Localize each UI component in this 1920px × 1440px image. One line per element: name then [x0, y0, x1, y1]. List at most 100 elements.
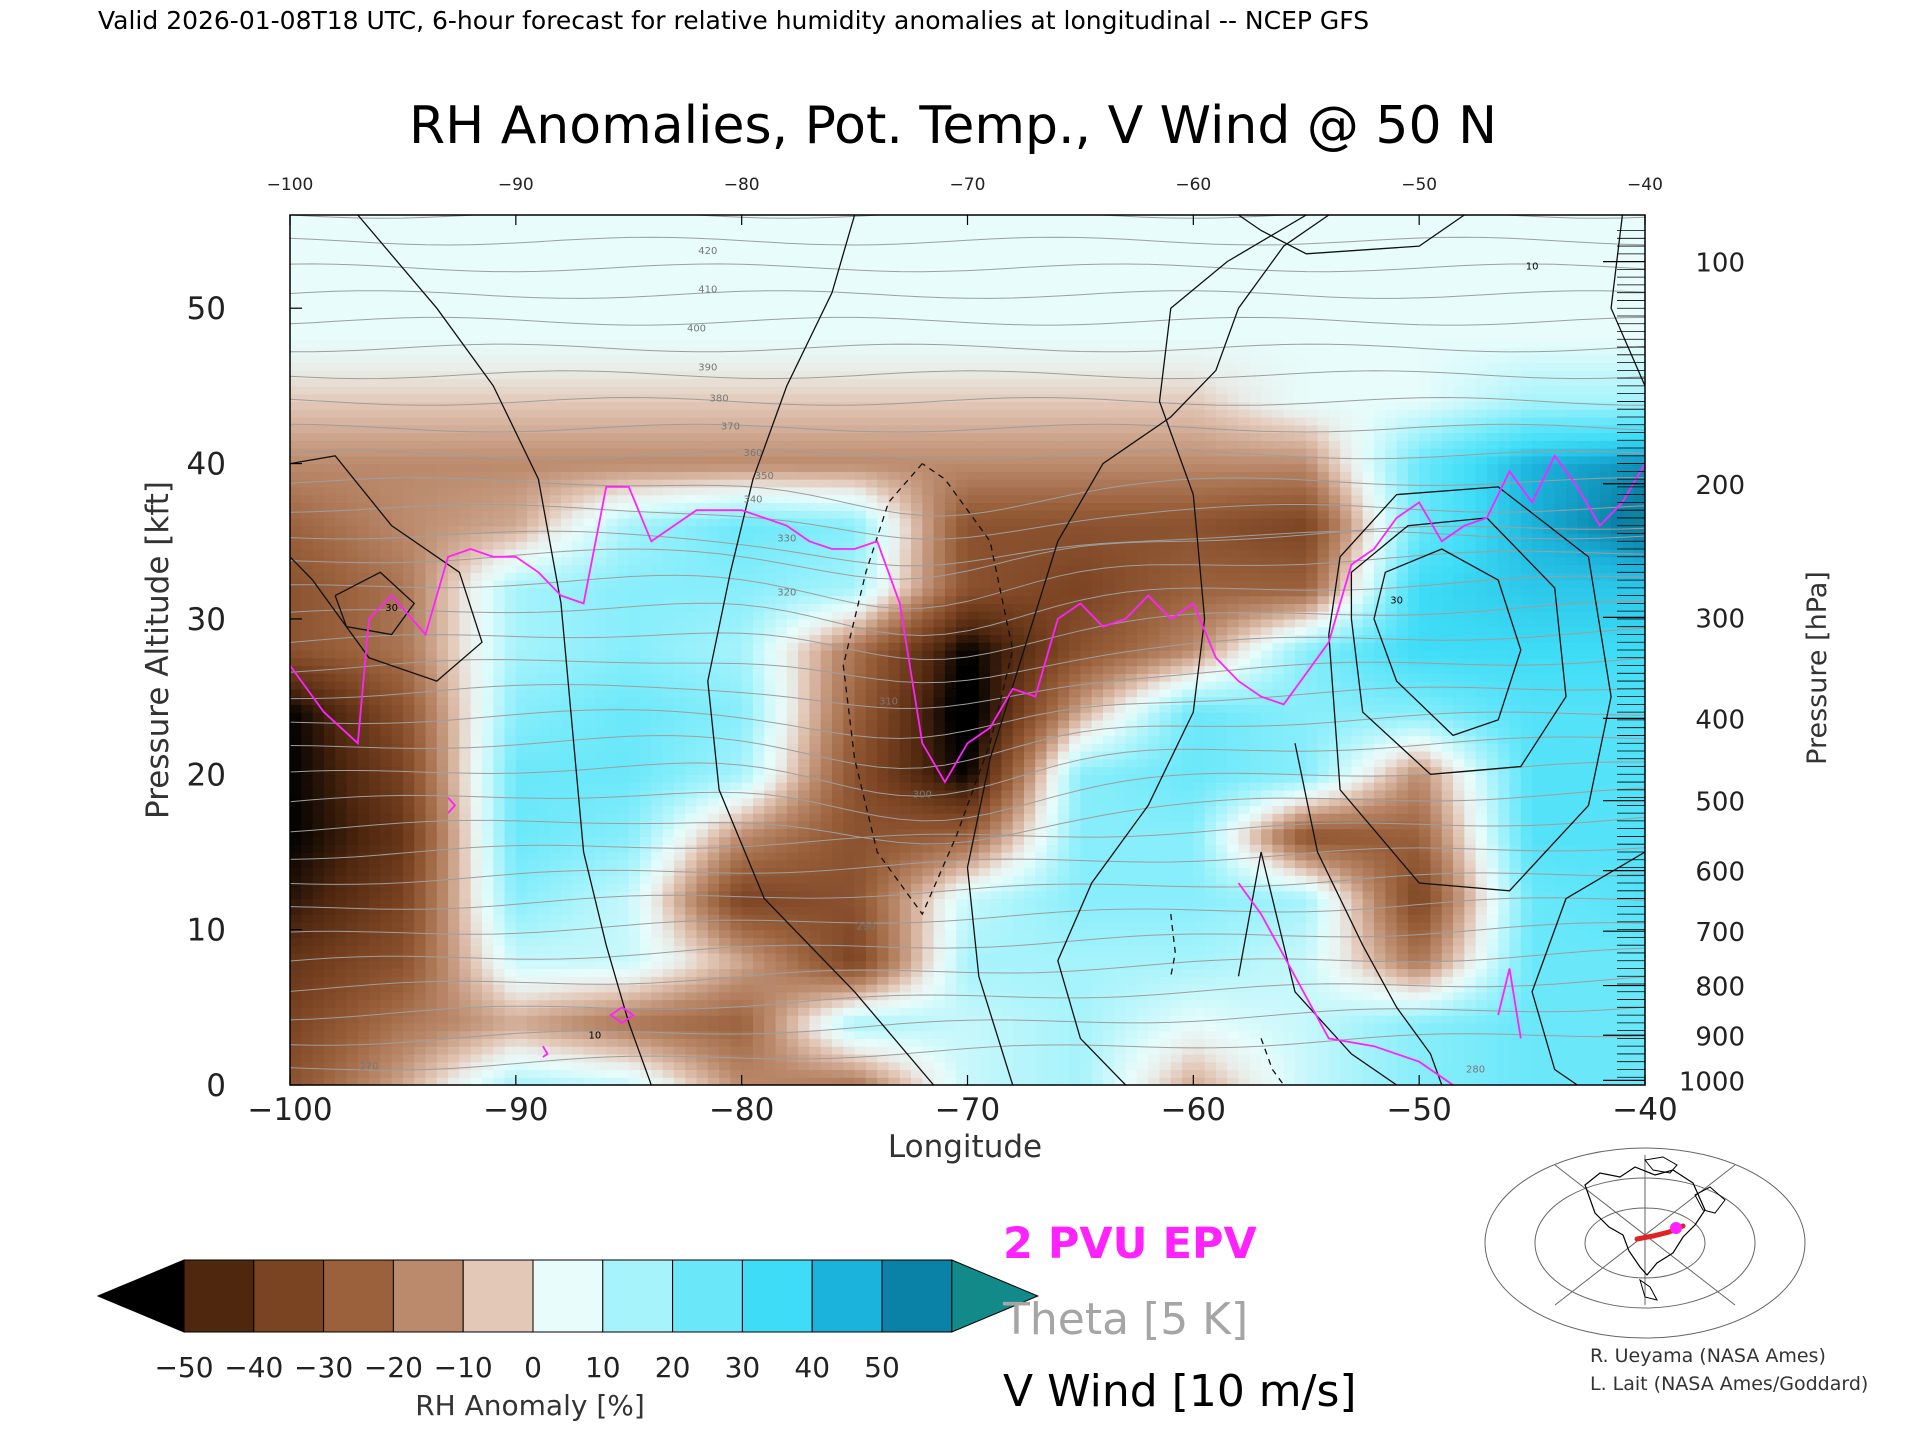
- rh-cell: [843, 945, 856, 954]
- rh-cell: [1125, 1077, 1138, 1085]
- rh-cell: [1148, 883, 1161, 892]
- rh-cell: [809, 797, 822, 806]
- rh-cell: [832, 883, 844, 892]
- rh-cell: [1261, 1015, 1273, 1024]
- rh-cell: [1486, 836, 1499, 845]
- rh-cell: [617, 820, 630, 830]
- rh-cell: [798, 758, 811, 768]
- rh-cell: [685, 1007, 698, 1016]
- rh-cell: [967, 1030, 980, 1039]
- rh-cell: [786, 1022, 799, 1032]
- rh-cell: [549, 1053, 562, 1063]
- rh-cell: [323, 952, 336, 962]
- rh-cell: [1136, 890, 1149, 900]
- rh-cell: [832, 774, 844, 783]
- rh-cell: [854, 929, 867, 939]
- rh-cell: [606, 813, 619, 822]
- rh-cell: [402, 883, 415, 892]
- rh-cell: [323, 921, 336, 931]
- rh-cell: [470, 984, 483, 993]
- rh-cell: [798, 766, 811, 775]
- rh-cell: [730, 797, 743, 806]
- rh-cell: [1577, 937, 1590, 946]
- rh-cell: [719, 844, 731, 853]
- rh-cell: [899, 844, 912, 853]
- rh-cell: [1520, 875, 1533, 884]
- rh-cell: [1103, 883, 1115, 892]
- rh-cell: [798, 797, 811, 806]
- rh-cell: [1035, 805, 1048, 814]
- rh-cell: [1294, 929, 1307, 939]
- rh-cell: [1520, 836, 1533, 845]
- rh-cell: [572, 851, 585, 861]
- rh-cell: [899, 805, 912, 814]
- rh-cell: [933, 929, 946, 939]
- rh-cell: [515, 758, 528, 768]
- rh-cell: [1136, 898, 1149, 907]
- rh-cell: [798, 851, 811, 861]
- rh-cell: [1611, 782, 1624, 791]
- rh-cell: [1114, 898, 1127, 907]
- rh-cell: [820, 945, 833, 954]
- rh-cell: [1035, 921, 1048, 931]
- rh-cell: [1430, 1030, 1443, 1039]
- rh-cell: [1170, 921, 1183, 931]
- rh-cell: [1261, 1077, 1273, 1085]
- rh-cell: [515, 828, 528, 838]
- rh-cell: [730, 789, 743, 799]
- rh-cell: [843, 1069, 856, 1078]
- rh-cell: [798, 937, 811, 946]
- rh-cell: [1125, 782, 1138, 791]
- rh-cell: [764, 813, 777, 822]
- rh-cell: [1611, 976, 1624, 985]
- rh-cell: [1407, 875, 1420, 884]
- rh-cell: [719, 805, 731, 814]
- rh-cell: [1215, 960, 1228, 970]
- rh-cell: [696, 960, 709, 970]
- rh-cell: [685, 820, 698, 830]
- rh-cell: [1283, 921, 1296, 931]
- rh-cell: [1554, 828, 1567, 838]
- rh-cell: [1532, 859, 1544, 869]
- rh-cell: [1622, 820, 1635, 830]
- rh-cell: [673, 1015, 686, 1024]
- rh-cell: [662, 828, 675, 838]
- rh-cell: [357, 1007, 370, 1016]
- rh-cell: [786, 766, 799, 775]
- rh-cell: [764, 1077, 777, 1085]
- rh-cell: [888, 828, 901, 838]
- rh-cell: [1023, 789, 1036, 799]
- rh-cell: [594, 999, 607, 1008]
- rh-cell: [719, 960, 731, 970]
- rh-cell: [707, 960, 720, 970]
- rh-cell: [933, 782, 946, 791]
- rh-cell: [1622, 1077, 1635, 1085]
- rh-cell: [911, 1038, 923, 1047]
- rh-cell: [448, 805, 460, 814]
- rh-cell: [436, 1061, 449, 1071]
- rh-cell: [290, 921, 302, 931]
- rh-cell: [843, 813, 856, 822]
- rh-cell: [1486, 820, 1499, 830]
- rh-cell: [1215, 991, 1228, 1001]
- rh-cell: [1035, 1046, 1048, 1055]
- rh-cell: [1069, 1007, 1082, 1016]
- rh-cell: [527, 758, 540, 768]
- rh-cell: [1023, 844, 1036, 853]
- rh-cell: [752, 867, 765, 876]
- rh-cell: [583, 890, 596, 900]
- rh-cell: [1475, 999, 1488, 1008]
- rh-cell: [346, 1030, 359, 1039]
- rh-cell: [922, 960, 935, 970]
- rh-cell: [459, 1007, 472, 1016]
- rh-cell: [685, 1077, 698, 1085]
- rh-cell: [775, 1030, 788, 1039]
- rh-cell: [741, 1038, 754, 1047]
- rh-cell: [1272, 1007, 1285, 1016]
- rh-cell: [1374, 867, 1386, 876]
- rh-cell: [1577, 828, 1590, 838]
- rh-cell: [369, 968, 381, 977]
- rh-cell: [1486, 797, 1499, 806]
- rh-cell: [583, 805, 596, 814]
- rh-cell: [493, 774, 506, 783]
